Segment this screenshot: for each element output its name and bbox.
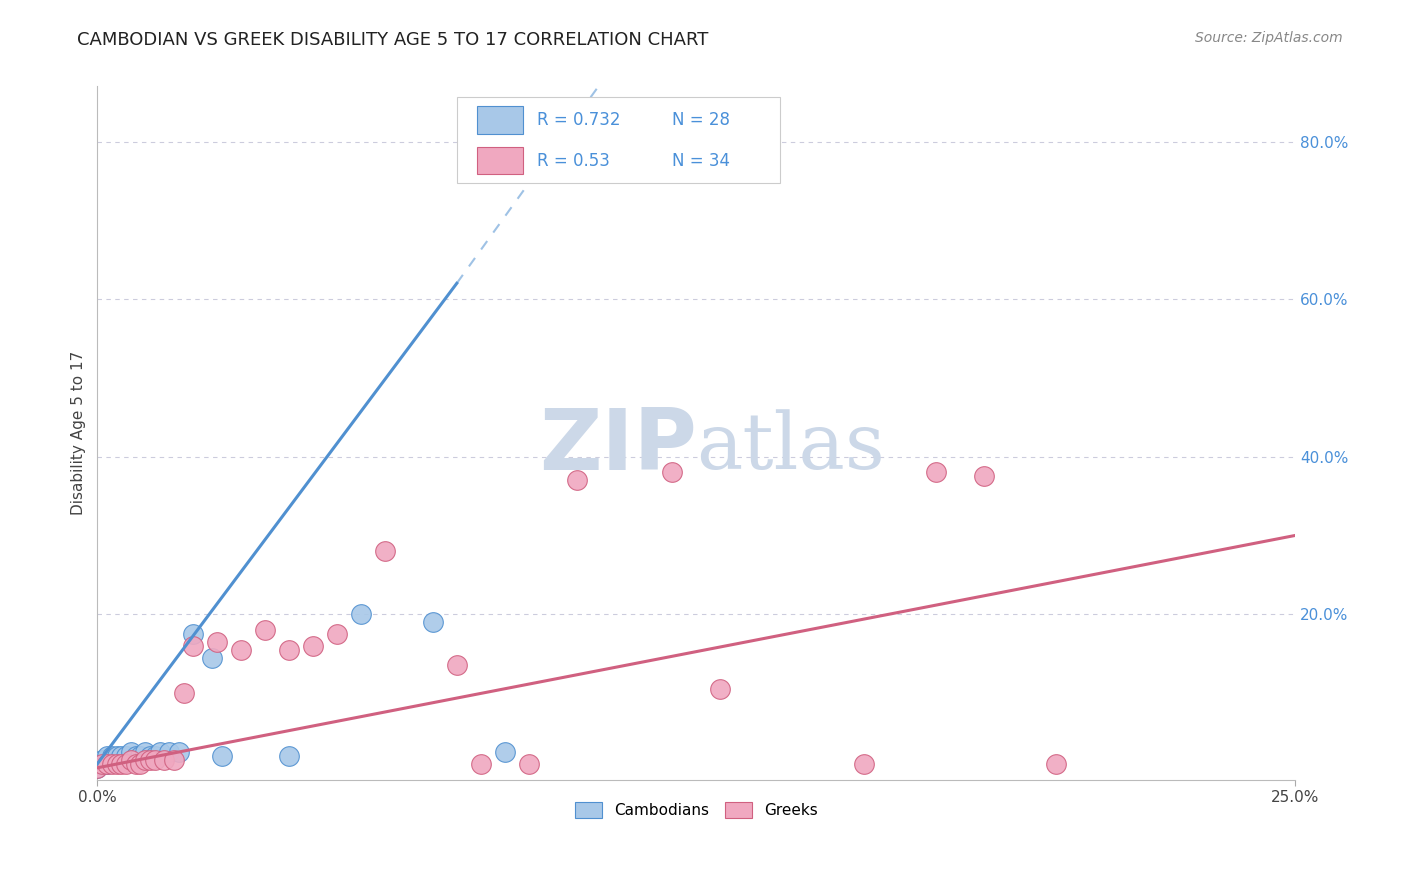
Point — [120, 745, 142, 759]
Point — [115, 756, 138, 771]
Text: R = 0.53: R = 0.53 — [537, 152, 610, 169]
Point — [96, 756, 118, 771]
Legend: Cambodians, Greeks: Cambodians, Greeks — [568, 796, 824, 824]
Point — [565, 473, 588, 487]
Point — [517, 756, 540, 771]
Point — [143, 753, 166, 767]
Point — [201, 650, 224, 665]
Point — [374, 544, 396, 558]
Point — [925, 466, 948, 480]
Point — [494, 745, 516, 759]
Point — [157, 745, 180, 759]
FancyBboxPatch shape — [457, 96, 780, 184]
Point — [96, 756, 118, 771]
Point — [853, 756, 876, 771]
Point — [143, 749, 166, 764]
Y-axis label: Disability Age 5 to 17: Disability Age 5 to 17 — [72, 351, 86, 515]
Point — [96, 749, 118, 764]
Point — [134, 745, 156, 759]
Text: Source: ZipAtlas.com: Source: ZipAtlas.com — [1195, 31, 1343, 45]
Point — [163, 753, 186, 767]
Text: N = 34: N = 34 — [672, 152, 731, 169]
Point — [229, 642, 252, 657]
Point — [422, 615, 444, 629]
Point — [105, 756, 128, 771]
Point — [86, 761, 108, 775]
Point — [105, 753, 128, 767]
Point — [254, 623, 277, 637]
Point — [470, 756, 492, 771]
Point — [541, 154, 564, 169]
Text: CAMBODIAN VS GREEK DISABILITY AGE 5 TO 17 CORRELATION CHART: CAMBODIAN VS GREEK DISABILITY AGE 5 TO 1… — [77, 31, 709, 49]
Point — [139, 749, 162, 764]
Point — [709, 681, 731, 696]
Point — [105, 749, 128, 764]
Text: atlas: atlas — [696, 409, 886, 484]
FancyBboxPatch shape — [477, 106, 523, 134]
Point — [278, 749, 301, 764]
Point — [1045, 756, 1067, 771]
Point — [91, 756, 114, 771]
Point — [661, 466, 683, 480]
Point — [100, 753, 122, 767]
Point — [110, 749, 132, 764]
Point — [181, 627, 204, 641]
Point — [181, 639, 204, 653]
Point — [129, 756, 152, 771]
Point — [110, 756, 132, 771]
Point — [125, 756, 148, 771]
Point — [100, 756, 122, 771]
Point — [350, 607, 373, 622]
Point — [115, 749, 138, 764]
Text: N = 28: N = 28 — [672, 111, 731, 128]
Point — [278, 642, 301, 657]
Point — [139, 753, 162, 767]
Point — [86, 761, 108, 775]
Point — [125, 749, 148, 764]
Point — [153, 753, 176, 767]
Point — [129, 749, 152, 764]
Point — [173, 686, 195, 700]
FancyBboxPatch shape — [477, 146, 523, 175]
Point — [120, 753, 142, 767]
Point — [167, 745, 190, 759]
Text: ZIP: ZIP — [538, 405, 696, 488]
Text: R = 0.732: R = 0.732 — [537, 111, 620, 128]
Point — [134, 753, 156, 767]
Point — [326, 627, 349, 641]
Point — [211, 749, 233, 764]
Point — [91, 753, 114, 767]
Point — [91, 756, 114, 771]
Point — [446, 658, 468, 673]
Point — [973, 469, 995, 483]
Point — [149, 745, 172, 759]
Point — [205, 634, 228, 648]
Point — [100, 749, 122, 764]
Point — [302, 639, 325, 653]
